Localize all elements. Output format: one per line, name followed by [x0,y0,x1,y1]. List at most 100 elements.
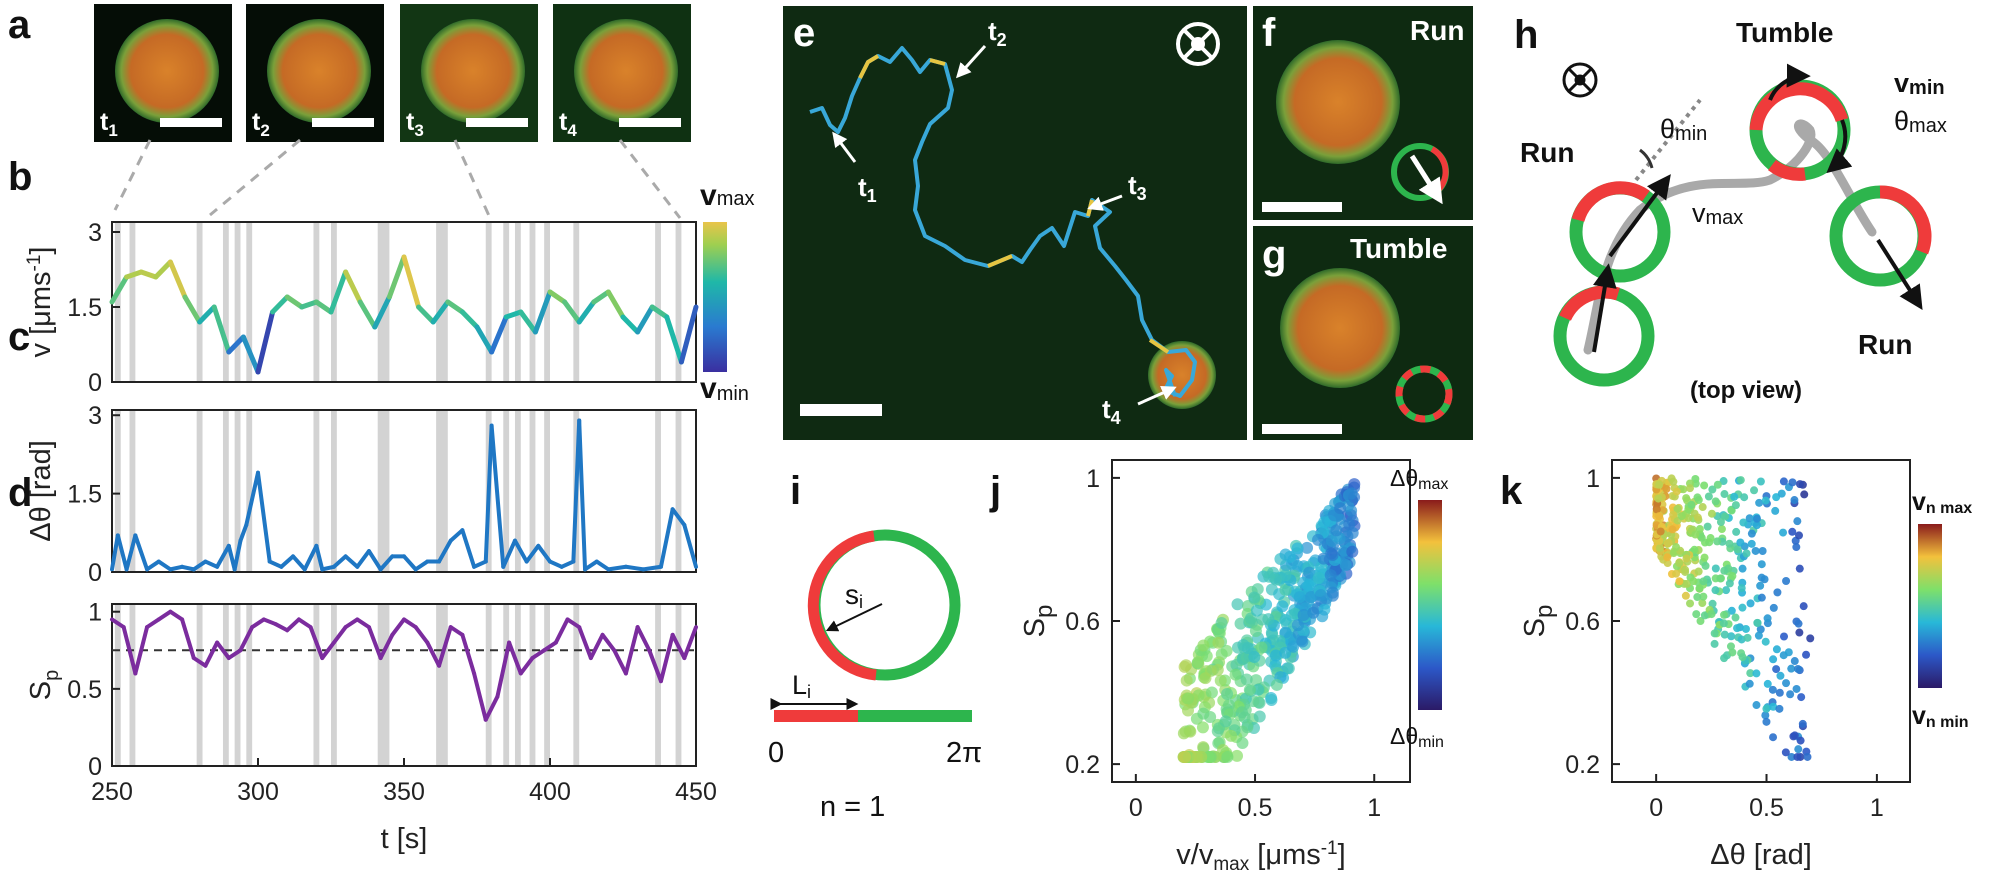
series-segment [670,632,687,660]
event-band [675,604,682,766]
colorbar-j: Δθmax Δθmin [1390,465,1448,751]
scatter-point [1248,591,1261,604]
series-segment [623,625,640,676]
scatter-point [1719,619,1728,628]
scatter-point [1756,625,1765,634]
panel-j-scatter: 0 0.5 1 0.2 0.6 1 v/vmax [μms-1] Sp [1019,459,1411,875]
scatter-point [1663,559,1672,568]
scatter-point [1225,729,1238,742]
panel-letter-g: g [1262,233,1286,277]
scatter-point [1725,539,1734,548]
scatter-point [1236,653,1249,666]
scatter-point [1279,613,1292,626]
x-tick-label: 0 [1129,794,1143,822]
trajectory-markers [832,44,1177,406]
series-segment [328,269,349,315]
y-tick-label: 0 [88,559,102,587]
x-axis-label: v/vmax [μms-1] [1176,838,1345,875]
scatter-point [1720,630,1729,639]
series-segment [413,625,430,645]
scale-bar [160,118,222,127]
scale-bar [312,118,374,127]
series-segment [437,625,453,668]
scatter-point [1757,560,1766,569]
series-segment [314,543,325,572]
panel-letter-b: b [8,155,32,199]
scatter-point [1686,599,1695,608]
zero-label: 0 [768,737,784,769]
event-band [234,604,241,766]
y-tick-label: 3 [88,402,102,430]
panel-letter-h: h [1514,13,1538,57]
series-segment [180,617,196,660]
scatter-point [1716,518,1725,527]
scatter-point [1771,506,1780,515]
scatter-point [1782,576,1791,585]
event-band [436,410,448,572]
scatter-point [1279,569,1292,582]
scatter-point [1179,659,1192,672]
series-segment [518,309,538,335]
panel-letter-a: a [8,3,31,47]
scatter-point [1231,749,1244,762]
scatter-point [1655,543,1664,552]
scatter-point [1195,750,1208,763]
colorbar-b-bottom: vmin [700,372,749,405]
scale-bar [466,118,528,127]
series-segment [612,648,628,676]
scatter-point [1279,583,1292,596]
y-tick-label: 3 [88,219,102,247]
series-segment [133,625,150,676]
cell-image [115,19,219,123]
event-band [114,604,121,766]
series-segment [357,299,378,330]
scatter-point [1727,506,1736,515]
cell-ring-2 [1569,181,1671,283]
series-segment [168,609,185,622]
series-segment [343,617,360,630]
series-segment [124,269,144,280]
series-segment [682,625,698,660]
frame-label: t1 [100,108,118,140]
plot-frame [111,409,697,573]
scatter-point [1736,476,1745,485]
series-segment [343,554,360,569]
v-min-label: vmin [1894,68,1945,99]
scatter-point [1769,655,1778,664]
scatter-point [1797,693,1806,702]
panel-e-trajectory: e t1 t2 t3 t4 [783,6,1247,440]
series-segment [138,269,159,280]
event-band [222,410,229,572]
colorbar-b-top: vmax [700,179,754,212]
scatter-point [1710,629,1719,638]
scatter-point [1733,545,1742,554]
scatter-point [1656,527,1665,536]
y-tick-label: 0.5 [67,676,102,704]
scatter-point [1708,485,1717,494]
x-tick-label: 1 [1870,794,1884,822]
series-segment [670,507,687,527]
scatter-point [1739,518,1748,527]
panel-letter-e: e [793,11,815,55]
series-segment [378,554,395,572]
event-band [377,222,390,382]
scatter-point [1737,584,1746,593]
scatter-point [1786,690,1795,699]
event-band [544,410,550,572]
event-band [196,222,203,382]
scatter-point [1199,672,1212,685]
series-segment [115,533,129,572]
scatter-point [1692,610,1701,619]
scatter-point [1235,706,1248,719]
scatter-point [1794,619,1803,628]
event-band [573,222,580,382]
series-segment [226,648,243,660]
series-segment [530,648,547,660]
scatter-point [1256,613,1269,626]
scatter-point [1684,514,1693,523]
cell-image [1280,268,1400,388]
panel-f-run: f Run [1253,6,1473,220]
tumble-label: Tumble [1736,17,1833,48]
series-segment [503,309,524,320]
scale-bar-f [1262,202,1342,212]
